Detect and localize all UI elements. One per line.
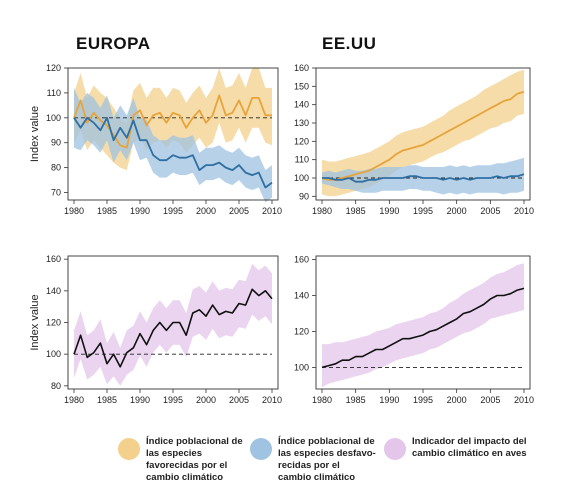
chart-panel-4: 1980 1985 1990 1995 2000 2005 2010 100 120 140 160 (294, 255, 534, 405)
legend-label: Indicador del impacto del cambio climáti… (412, 436, 527, 459)
x-tick-label: 2010 (262, 395, 282, 405)
x-tick-label: 2010 (514, 395, 534, 405)
y-tick-label: 90 (299, 191, 309, 201)
legend-label: Índice poblacional de las especies desfa… (278, 436, 376, 483)
confidence-band (322, 157, 524, 195)
legend-item-favored: Índice poblacional de las especies favor… (118, 436, 268, 484)
chart-figure: 1980 1985 1990 1995 2000 2005 2010 70 80 90 100 110… (29, 63, 534, 405)
chart-panel-2: 1980 1985 1990 1995 2000 2005 2010 90 100 110 120 1… (294, 63, 534, 216)
x-tick-label: 1990 (379, 206, 399, 216)
x-tick-label: 1995 (163, 395, 183, 405)
series-line (321, 287, 525, 369)
x-tick-label: 2000 (196, 206, 216, 216)
x-tick-label: 2010 (514, 206, 534, 216)
y-tick-label: 120 (294, 326, 309, 336)
x-tick-label: 1990 (130, 395, 150, 405)
x-tick-label: 1980 (64, 206, 84, 216)
x-tick-label: 1990 (379, 395, 399, 405)
y-tick-label: 100 (46, 349, 61, 359)
chart-legend: Índice poblacional de las especies favor… (0, 436, 580, 496)
y-tick-label: 80 (51, 381, 61, 391)
usa-title: EE.UU (322, 34, 377, 53)
chart-panel-3: 1980 1985 1990 1995 2000 2005 2010 80 100 120 140 1… (29, 254, 282, 405)
series-line (73, 116, 273, 189)
x-tick-label: 1985 (97, 395, 117, 405)
y-tick-label: 160 (294, 63, 309, 73)
x-tick-label: 2000 (447, 206, 467, 216)
legend-swatch-blue (250, 438, 272, 460)
y-tick-label: 110 (295, 155, 309, 165)
x-tick-label: 2005 (229, 206, 249, 216)
x-tick-label: 2005 (480, 395, 500, 405)
legend-item-disfavored: Índice poblacional de las especies desfa… (250, 436, 400, 484)
y-tick-label: 70 (51, 188, 61, 198)
x-tick-label: 1995 (163, 206, 183, 216)
y-tick-label: 140 (294, 291, 309, 301)
x-tick-label: 2000 (196, 395, 216, 405)
legend-swatch-orange (118, 438, 140, 460)
y-tick-label: 120 (294, 136, 309, 146)
y-tick-label: 120 (46, 318, 61, 328)
x-tick-label: 1980 (312, 206, 332, 216)
y-tick-label: 100 (294, 362, 309, 372)
confidence-band (322, 69, 524, 197)
series-line (73, 94, 272, 149)
x-tick-label: 2005 (480, 206, 500, 216)
y-tick-label: 130 (294, 118, 309, 128)
y-tick-label: 110 (47, 88, 61, 98)
series-line (322, 173, 525, 183)
x-tick-label: 1985 (346, 395, 366, 405)
y-tick-label: 80 (51, 163, 61, 173)
y-tick-label: 100 (46, 113, 61, 123)
x-tick-label: 1990 (130, 206, 150, 216)
y-tick-label: 150 (294, 81, 309, 91)
confidence-band (74, 87, 272, 203)
chart-panel-1: 1980 1985 1990 1995 2000 2005 2010 70 80 90 100 110… (29, 63, 282, 216)
y-tick-label: 140 (46, 286, 61, 296)
x-tick-label: 1985 (97, 206, 117, 216)
x-tick-label: 2010 (262, 206, 282, 216)
y-axis-label: Index value (29, 106, 41, 162)
y-tick-label: 160 (294, 255, 309, 265)
y-tick-label: 140 (294, 100, 309, 110)
y-tick-label: 100 (294, 173, 309, 183)
y-tick-label: 120 (46, 63, 61, 73)
y-tick-label: 160 (46, 254, 61, 264)
x-tick-label: 2000 (447, 395, 467, 405)
legend-item-impact: Indicador del impacto del cambio climáti… (384, 436, 564, 460)
series-line (73, 288, 273, 368)
x-tick-label: 1980 (312, 395, 332, 405)
legend-swatch-purple (384, 438, 406, 460)
europe-title: EUROPA (76, 34, 151, 53)
x-tick-label: 1995 (413, 206, 433, 216)
x-tick-label: 1985 (346, 206, 366, 216)
y-axis-label: Index value (29, 294, 41, 350)
y-tick-label: 90 (51, 138, 61, 148)
legend-label: Índice poblacional de las especies favor… (146, 436, 243, 483)
confidence-band (74, 263, 272, 386)
x-tick-label: 1995 (413, 395, 433, 405)
x-tick-label: 2005 (229, 395, 249, 405)
x-tick-label: 1980 (64, 395, 84, 405)
confidence-band (322, 263, 524, 388)
series-line (321, 90, 525, 181)
